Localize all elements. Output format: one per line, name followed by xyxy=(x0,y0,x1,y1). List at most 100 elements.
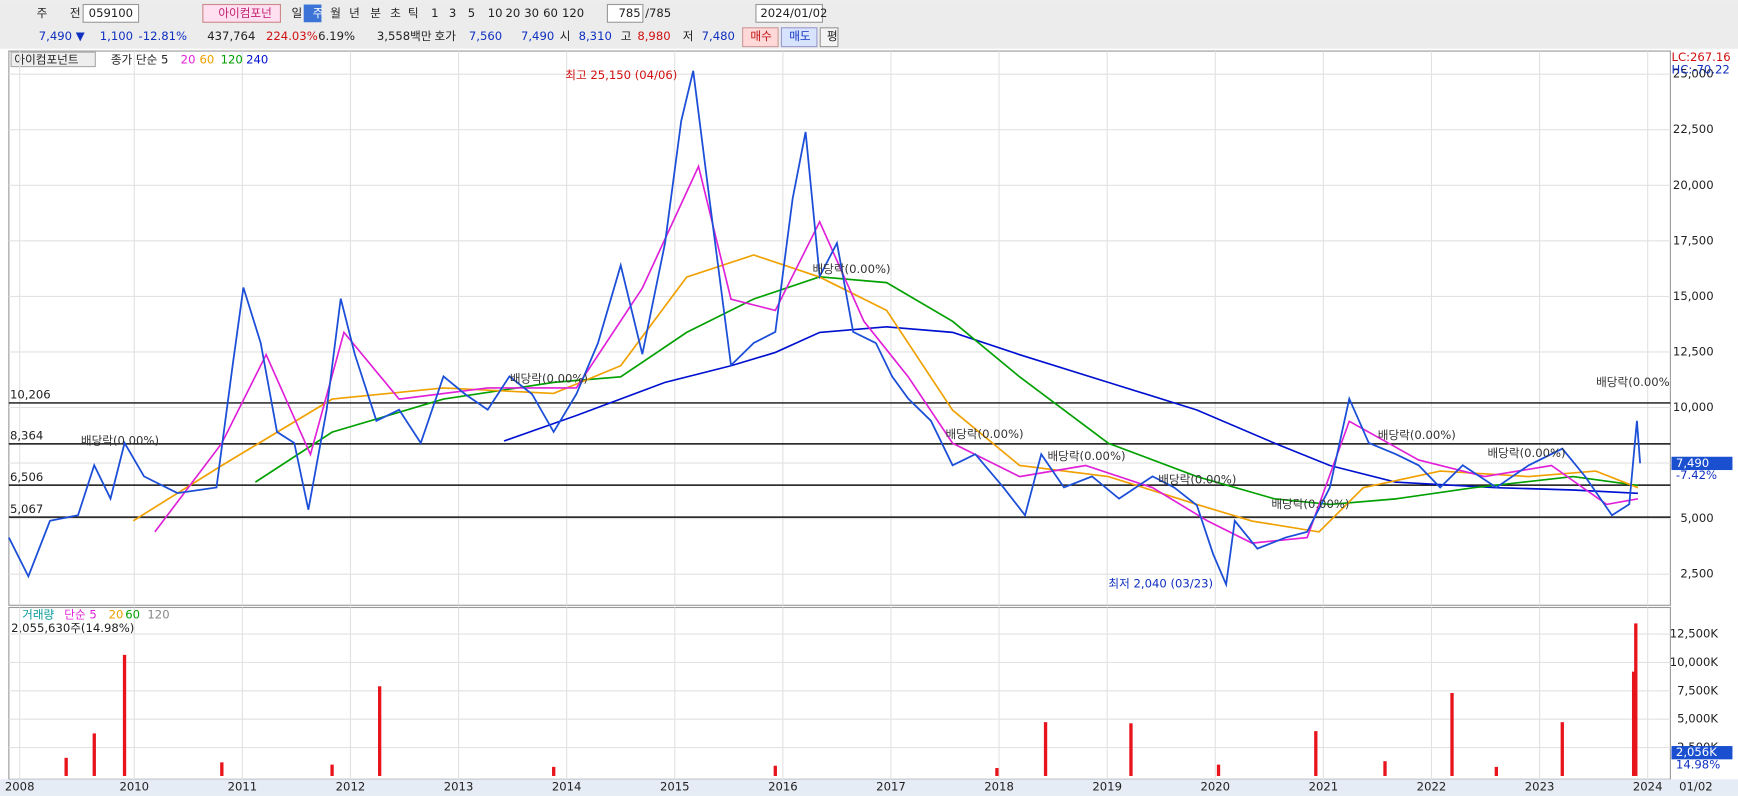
volume-bar xyxy=(552,766,556,776)
x-tick-label: 2010 xyxy=(119,780,149,794)
annotation: 배당락(0.00%) xyxy=(812,262,890,276)
toolbar-item: 60 xyxy=(543,6,558,20)
sell-button[interactable] xyxy=(780,27,818,48)
volume-ma-label: 60 xyxy=(125,608,140,622)
toolbar-item: 120 xyxy=(562,6,584,20)
volume-ma-label: 단순 5 xyxy=(64,608,96,622)
annotation: 배당락(0.00%) xyxy=(81,434,159,448)
date-input[interactable] xyxy=(755,3,824,23)
toolbar-item: 초 xyxy=(390,6,401,20)
quote-item: 고 xyxy=(621,29,632,43)
toolbar-item: 전 xyxy=(70,6,81,20)
quote-item: 매수 xyxy=(750,29,772,43)
quote-item: 저 xyxy=(683,29,694,43)
x-tick-label: 2013 xyxy=(444,780,474,794)
x-tick-label: 2011 xyxy=(228,780,258,794)
y-tick-label: 12,500 xyxy=(1673,344,1714,358)
quote-item: 3,558백만 xyxy=(377,29,432,43)
toolbar-item: 틱 xyxy=(408,6,419,20)
level-label: 10,206 xyxy=(10,388,51,402)
toolbar-item: 1 xyxy=(431,6,438,20)
volume-bar xyxy=(1634,623,1638,776)
quote-item: 평 xyxy=(827,29,838,43)
volume-bar xyxy=(1314,731,1318,776)
period-selected[interactable] xyxy=(303,4,322,23)
level-label: 8,364 xyxy=(10,429,43,443)
y-tick-label: 17,500 xyxy=(1673,233,1714,247)
quote-item: 224.03% xyxy=(266,29,318,43)
quote-item: 7,560 xyxy=(469,29,502,43)
price-panel xyxy=(8,50,1671,606)
ma-line xyxy=(154,163,1639,544)
name-field[interactable] xyxy=(202,3,281,23)
volume-ma-label: 20 xyxy=(109,608,124,622)
x-tick-label: 2018 xyxy=(984,780,1014,794)
x-tick-label: 2020 xyxy=(1200,780,1230,794)
quote-item: 매도 xyxy=(789,29,811,43)
legend-entry: 120 xyxy=(221,52,243,66)
chart-bg xyxy=(0,48,1738,796)
volume-bar xyxy=(1216,764,1221,776)
legend-entry: 60 xyxy=(200,52,215,66)
volume-bar xyxy=(377,686,382,776)
toolbar-item: 2024/01/02 xyxy=(760,6,827,20)
level-label: 5,067 xyxy=(10,502,43,516)
avg-button[interactable] xyxy=(819,27,839,48)
code-input[interactable] xyxy=(82,3,140,23)
toolbar-item: 10 xyxy=(488,6,503,20)
y-tick-label: 10,000K xyxy=(1670,655,1719,669)
y-tick-label: 2,500 xyxy=(1680,567,1713,581)
volume-bar xyxy=(1450,692,1454,776)
x-tick-label: 2019 xyxy=(1092,780,1122,794)
volume-bar xyxy=(995,768,999,776)
volume-bar xyxy=(1494,766,1499,776)
volume-bar xyxy=(1560,722,1564,776)
x-axis-bg xyxy=(0,779,1738,796)
quote-item: 6.19% xyxy=(318,29,355,43)
volume-title: 거래량 xyxy=(22,608,54,622)
quote-item: 8,310 xyxy=(579,29,612,43)
y-tick-label: 25,000 xyxy=(1673,67,1714,81)
toolbar-item: 일 xyxy=(292,6,303,20)
x-tick-label: 2024 xyxy=(1633,780,1663,794)
volume-bar xyxy=(64,757,68,776)
quote-item: 7,490 ▼ xyxy=(39,29,85,43)
annotation: 배당락(0.00%) xyxy=(510,372,588,386)
right-label: HC:-70.22 xyxy=(1671,62,1729,76)
count-input[interactable] xyxy=(606,3,644,23)
toolbar-item: 아이컴포넌 xyxy=(218,6,271,20)
quote-item: 437,764 xyxy=(207,29,255,43)
buy-button[interactable] xyxy=(742,27,779,48)
x-tick-label: 2015 xyxy=(660,780,690,794)
annotation: 최저 2,040 (03/23) xyxy=(1108,577,1213,591)
level-label: 6,506 xyxy=(10,470,43,484)
quote-item: 7,480 xyxy=(702,29,735,43)
ma-line xyxy=(132,254,1639,533)
toolbar-item: 30 xyxy=(524,6,539,20)
right-label: 14.98% xyxy=(1676,757,1720,771)
right-label: LC:267.16 xyxy=(1671,50,1730,64)
ma-line xyxy=(254,276,1639,506)
annotation: 배당락(0.00%) xyxy=(945,427,1023,441)
x-tick-label: 2008 xyxy=(5,780,35,794)
volume-bar xyxy=(220,762,224,776)
toolbar-item: 년 xyxy=(349,6,360,20)
annotation: 최고 25,150 (04/06) xyxy=(565,68,677,82)
legend-entry: 20 xyxy=(181,52,196,66)
volume-bar xyxy=(1383,761,1387,776)
toolbar-item: 주 xyxy=(313,6,324,20)
legend-entry: 종가 단순 5 xyxy=(111,52,169,66)
y-tick-label: 20,000 xyxy=(1673,178,1714,192)
toolbar-item: 주 xyxy=(37,6,48,20)
toolbar-item: 3 xyxy=(449,6,456,20)
x-tick-label: 2014 xyxy=(552,780,582,794)
volume-bar xyxy=(1043,722,1048,776)
annotation: 배당락(0.00%) xyxy=(1047,449,1125,463)
volume-bar xyxy=(330,764,334,776)
right-label: 2,056K xyxy=(1676,745,1717,759)
y-tick-label: 10,000 xyxy=(1673,400,1714,414)
quote-item: 1,100 xyxy=(100,29,133,43)
x-tick-label: 2017 xyxy=(876,780,906,794)
quote-item: 8,980 xyxy=(637,29,670,43)
